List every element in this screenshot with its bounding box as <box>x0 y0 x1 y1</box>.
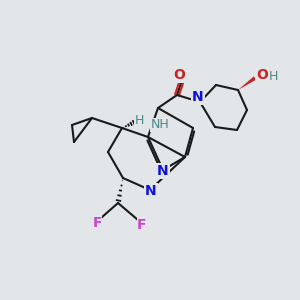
Text: F: F <box>92 216 102 230</box>
Text: O: O <box>173 68 185 82</box>
Polygon shape <box>238 76 256 90</box>
Text: N: N <box>145 184 157 198</box>
Text: NH: NH <box>151 118 169 131</box>
Text: F: F <box>137 218 147 232</box>
Text: H: H <box>268 70 278 83</box>
Text: H: H <box>134 113 144 127</box>
Text: O: O <box>256 68 268 82</box>
Text: N: N <box>192 90 204 104</box>
Text: N: N <box>157 164 169 178</box>
